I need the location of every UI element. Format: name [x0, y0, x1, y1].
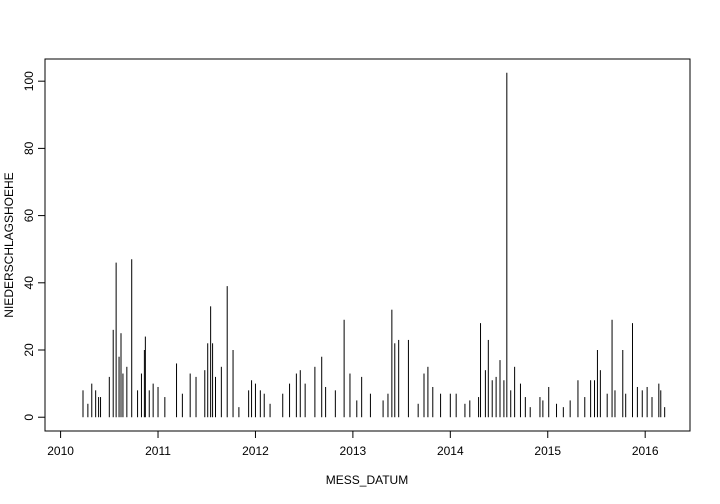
x-tick-label: 2016 [632, 444, 659, 458]
y-tick-label: 0 [22, 414, 36, 421]
x-tick-label: 2012 [242, 444, 269, 458]
x-tick-label: 2014 [437, 444, 464, 458]
y-tick-label: 60 [22, 209, 36, 223]
x-tick-label: 2015 [534, 444, 561, 458]
x-tick-label: 2013 [340, 444, 367, 458]
y-axis-label: NIEDERSCHLAGSHOEHE [2, 172, 16, 317]
x-tick-label: 2010 [47, 444, 74, 458]
x-tick-label: 2011 [145, 444, 171, 458]
x-axis-label: MESS_DATUM [326, 473, 408, 487]
y-tick-label: 100 [22, 71, 36, 91]
y-tick-label: 20 [22, 343, 36, 357]
y-tick-label: 80 [22, 141, 36, 155]
y-tick-label: 40 [22, 276, 36, 290]
